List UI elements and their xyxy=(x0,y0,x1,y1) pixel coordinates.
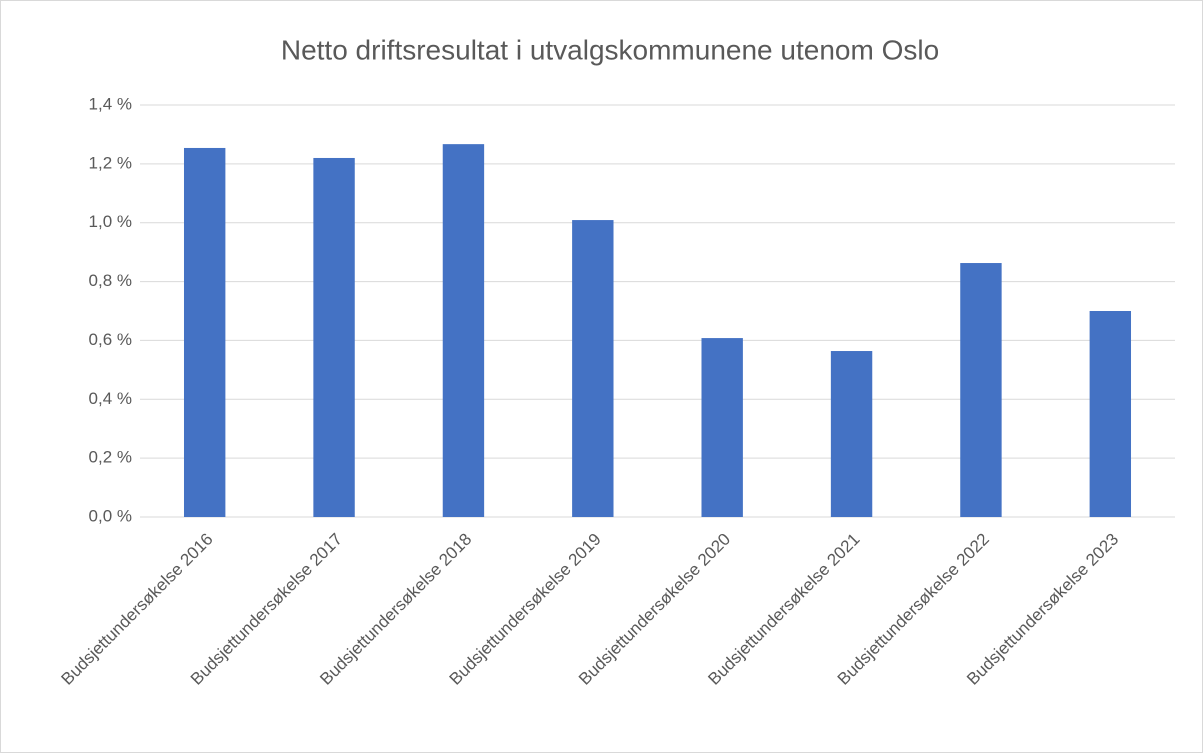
bar xyxy=(960,263,1002,517)
bar xyxy=(701,338,743,517)
bar xyxy=(830,351,873,517)
y-tick-label: 1,4 % xyxy=(89,94,132,113)
y-tick-label: 1,2 % xyxy=(89,153,132,172)
y-tick-label: 0,0 % xyxy=(89,506,132,525)
bar xyxy=(1089,311,1132,517)
bar xyxy=(313,157,355,517)
y-tick-label: 0,6 % xyxy=(89,330,132,349)
y-tick-label: 0,8 % xyxy=(89,271,132,290)
y-tick-label: 0,2 % xyxy=(89,448,132,467)
chart-title: Netto driftsresultat i utvalgskommunene … xyxy=(281,34,939,65)
bar xyxy=(442,144,485,517)
bar xyxy=(183,147,226,518)
bar xyxy=(572,220,614,517)
y-tick-label: 1,0 % xyxy=(89,212,132,231)
y-tick-label: 0,4 % xyxy=(89,389,132,408)
